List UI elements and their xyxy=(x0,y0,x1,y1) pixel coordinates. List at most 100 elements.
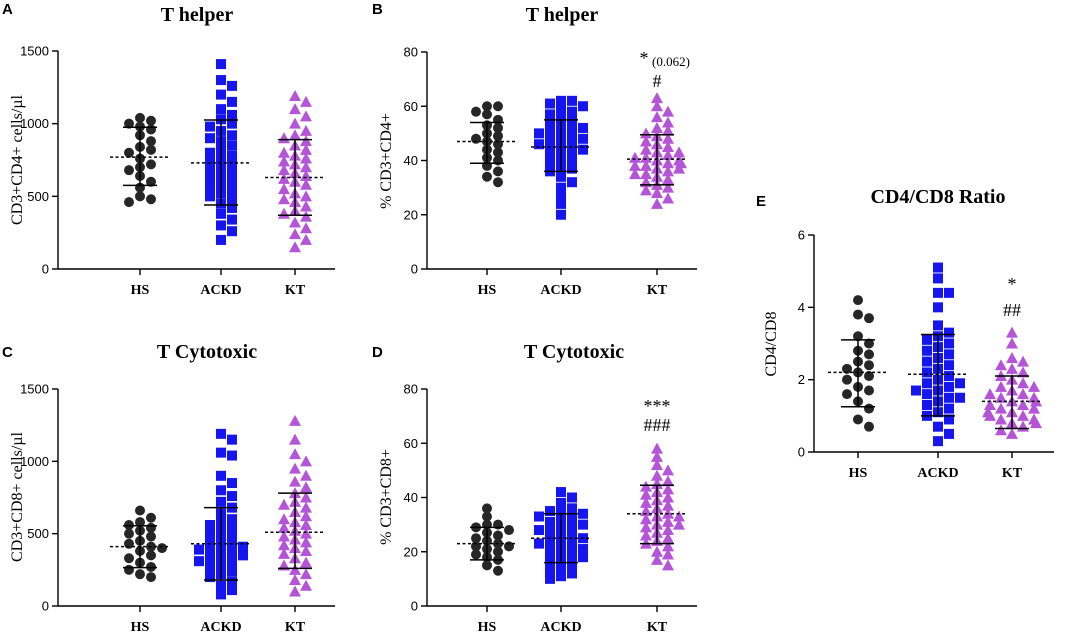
panel-letter: D xyxy=(372,344,383,361)
data-point xyxy=(629,168,641,180)
y-tick-label: 40 xyxy=(404,490,418,505)
y-tick-label: 20 xyxy=(404,207,418,222)
data-point xyxy=(944,403,954,414)
data-point xyxy=(493,155,503,166)
data-point xyxy=(205,147,215,158)
series-ackd xyxy=(531,487,591,584)
series-hs xyxy=(110,112,170,208)
data-point xyxy=(1017,409,1029,421)
data-point xyxy=(853,309,863,320)
chart-title: CD4/CD8 Ratio xyxy=(871,186,1006,208)
data-point xyxy=(673,518,685,530)
data-point xyxy=(289,103,301,115)
data-point xyxy=(864,360,874,371)
data-point xyxy=(1028,380,1040,392)
data-point xyxy=(124,197,134,208)
x-category-label: KT xyxy=(285,283,306,298)
data-point xyxy=(556,190,566,201)
data-point xyxy=(205,537,215,548)
data-point xyxy=(289,585,301,597)
data-point xyxy=(556,571,566,582)
data-point xyxy=(995,380,1007,392)
data-point xyxy=(545,506,555,517)
data-point xyxy=(227,478,237,489)
data-point xyxy=(1017,388,1029,400)
data-point xyxy=(205,173,215,184)
significance-p-value: (0.062) xyxy=(652,54,690,69)
data-point xyxy=(545,150,555,161)
data-point xyxy=(216,75,226,86)
data-point xyxy=(629,151,641,163)
data-point xyxy=(864,371,874,382)
chart-title: T helper xyxy=(161,4,234,26)
data-point xyxy=(662,540,674,552)
data-point xyxy=(984,409,996,421)
data-point xyxy=(493,530,503,541)
data-point xyxy=(864,313,874,324)
data-point xyxy=(278,207,290,219)
data-point xyxy=(278,132,290,144)
data-point xyxy=(124,564,134,575)
data-point xyxy=(651,458,663,470)
data-point xyxy=(545,158,555,169)
data-point xyxy=(216,485,226,496)
data-point xyxy=(534,139,544,150)
significance-hash: ## xyxy=(1003,300,1021,320)
data-point xyxy=(1006,351,1018,363)
data-point xyxy=(545,573,555,584)
y-axis-label: % CD3+CD8+ xyxy=(378,449,395,545)
data-point xyxy=(651,121,663,133)
data-point xyxy=(124,528,134,539)
x-category-label: ACKD xyxy=(200,620,241,635)
data-point xyxy=(651,442,663,454)
significance-star: * xyxy=(640,48,649,68)
data-point xyxy=(278,547,290,559)
data-point xyxy=(922,345,932,356)
data-point xyxy=(289,448,301,460)
data-point xyxy=(471,549,481,560)
data-point xyxy=(640,151,652,163)
data-point xyxy=(567,492,577,503)
data-point xyxy=(662,524,674,536)
data-point xyxy=(567,568,577,579)
data-point xyxy=(556,171,566,182)
data-point xyxy=(227,566,237,577)
chart-title: T helper xyxy=(526,4,599,26)
data-point xyxy=(289,117,301,129)
data-point xyxy=(227,185,237,196)
x-category-label: ACKD xyxy=(200,283,241,298)
data-point xyxy=(944,327,954,338)
y-tick-label: 0 xyxy=(42,599,49,614)
data-point xyxy=(662,116,674,128)
data-point xyxy=(135,191,145,202)
y-axis-label: CD3+CD4+ cells/µl xyxy=(9,94,26,224)
data-point xyxy=(1006,362,1018,374)
series-hs xyxy=(457,503,517,576)
data-point xyxy=(567,535,577,546)
data-point xyxy=(300,135,312,147)
data-point xyxy=(216,104,226,115)
data-point xyxy=(300,152,312,164)
data-point xyxy=(545,541,555,552)
x-category-label: HS xyxy=(131,283,150,298)
data-point xyxy=(216,59,226,70)
data-point xyxy=(1006,337,1018,349)
data-point xyxy=(556,506,566,517)
x-category-label: KT xyxy=(285,620,306,635)
data-point xyxy=(504,541,514,552)
data-point xyxy=(944,349,954,360)
data-point xyxy=(933,262,943,273)
data-point xyxy=(227,194,237,205)
data-point xyxy=(289,228,301,240)
data-point xyxy=(567,560,577,571)
series-kt xyxy=(265,414,325,597)
data-point xyxy=(124,553,134,564)
data-point xyxy=(216,496,226,507)
panel-letter: C xyxy=(2,344,13,361)
data-point xyxy=(567,95,577,106)
data-point xyxy=(216,220,226,231)
data-point xyxy=(629,159,641,171)
data-point xyxy=(493,546,503,557)
series-ackd xyxy=(191,59,251,245)
data-point xyxy=(227,140,237,151)
